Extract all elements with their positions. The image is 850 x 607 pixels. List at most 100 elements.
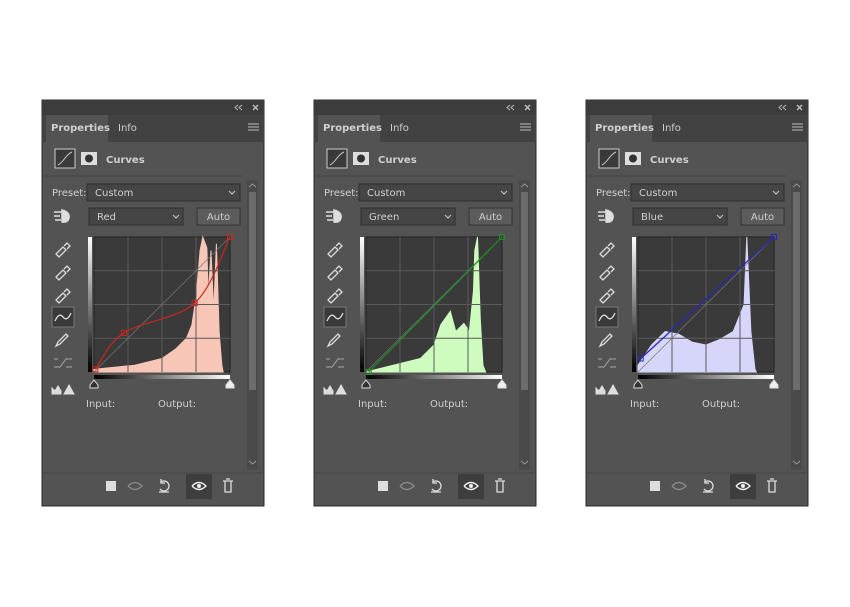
white-slider[interactable] bbox=[769, 379, 779, 389]
scroll-down[interactable] bbox=[792, 460, 801, 465]
view-previous-icon[interactable] bbox=[127, 481, 143, 491]
preset-label: Preset: bbox=[324, 188, 359, 199]
eyedropper-icon[interactable] bbox=[599, 242, 615, 258]
collapse-icon[interactable] bbox=[506, 104, 515, 111]
tab-properties[interactable]: Properties bbox=[51, 123, 110, 134]
delete-icon[interactable] bbox=[223, 478, 233, 493]
curves-icon-line bbox=[57, 151, 73, 166]
visibility-pupil bbox=[469, 484, 473, 488]
collapse-icon[interactable] bbox=[778, 104, 787, 111]
preset-dropdown[interactable] bbox=[86, 183, 241, 202]
eyedropper-icon[interactable] bbox=[599, 288, 615, 304]
control-point[interactable] bbox=[771, 234, 777, 240]
chevron bbox=[228, 190, 236, 195]
output-label: Output: bbox=[158, 399, 196, 410]
hand-icon[interactable] bbox=[598, 209, 614, 223]
view-previous-icon[interactable] bbox=[671, 481, 687, 491]
scroll-thumb[interactable] bbox=[793, 192, 800, 390]
delete-icon[interactable] bbox=[767, 478, 777, 493]
black-slider[interactable] bbox=[361, 379, 371, 389]
input-gradient bbox=[638, 375, 774, 379]
clip-icon[interactable] bbox=[51, 383, 75, 395]
channel-value: Blue bbox=[641, 212, 663, 223]
panel-title: Curves bbox=[106, 155, 145, 166]
visibility-icon bbox=[191, 481, 207, 491]
channel-dropdown[interactable] bbox=[360, 207, 456, 226]
eyedropper-icon[interactable] bbox=[55, 265, 71, 281]
tab-properties[interactable]: Properties bbox=[323, 123, 382, 134]
preset-label: Preset: bbox=[596, 188, 631, 199]
clip-layer-icon[interactable] bbox=[650, 481, 660, 491]
delete-icon[interactable] bbox=[495, 478, 505, 493]
chevron bbox=[172, 214, 180, 219]
smooth-icon[interactable] bbox=[54, 358, 72, 368]
reset-icon[interactable] bbox=[431, 479, 442, 493]
hand-icon[interactable] bbox=[326, 209, 342, 223]
collapse-icon[interactable] bbox=[234, 104, 243, 111]
white-slider[interactable] bbox=[225, 379, 235, 389]
black-slider[interactable] bbox=[89, 379, 99, 389]
curve-tool-icon bbox=[326, 312, 344, 322]
close-icon[interactable] bbox=[796, 104, 803, 111]
tab-info[interactable]: Info bbox=[118, 123, 137, 134]
preset-label: Preset: bbox=[52, 188, 87, 199]
input-gradient bbox=[366, 375, 502, 379]
preset-dropdown[interactable] bbox=[630, 183, 785, 202]
scroll-down[interactable] bbox=[248, 460, 257, 465]
view-previous-icon[interactable] bbox=[399, 481, 415, 491]
scroll-thumb[interactable] bbox=[249, 192, 256, 390]
control-point[interactable] bbox=[499, 234, 505, 240]
mask-icon-dot bbox=[85, 154, 93, 163]
pencil-icon[interactable] bbox=[598, 333, 613, 348]
eyedropper-icon[interactable] bbox=[327, 288, 343, 304]
clip-icon[interactable] bbox=[595, 383, 619, 395]
pencil-icon[interactable] bbox=[326, 333, 341, 348]
control-point[interactable] bbox=[92, 366, 99, 373]
tab-active[interactable] bbox=[318, 115, 380, 142]
eyedropper-icon[interactable] bbox=[599, 265, 615, 281]
scroll-thumb[interactable] bbox=[521, 192, 528, 390]
tab-properties[interactable]: Properties bbox=[595, 123, 654, 134]
pencil-icon[interactable] bbox=[54, 333, 69, 348]
auto-button[interactable] bbox=[196, 207, 241, 226]
output-gradient bbox=[632, 237, 636, 372]
clip-layer-icon[interactable] bbox=[378, 481, 388, 491]
black-slider[interactable] bbox=[633, 379, 643, 389]
tab-info[interactable]: Info bbox=[662, 123, 681, 134]
clip-icon[interactable] bbox=[323, 383, 347, 395]
control-point[interactable] bbox=[227, 234, 233, 240]
hand-icon[interactable] bbox=[54, 209, 70, 223]
scroll-up[interactable] bbox=[248, 183, 257, 188]
smooth-icon[interactable] bbox=[326, 358, 344, 368]
mask-icon-dot bbox=[629, 154, 637, 163]
eyedropper-icon[interactable] bbox=[327, 265, 343, 281]
white-slider[interactable] bbox=[497, 379, 507, 389]
eyedropper-icon[interactable] bbox=[55, 242, 71, 258]
channel-dropdown[interactable] bbox=[632, 207, 728, 226]
preset-dropdown[interactable] bbox=[358, 183, 513, 202]
scroll-up[interactable] bbox=[792, 183, 801, 188]
auto-button[interactable] bbox=[740, 207, 785, 226]
scroll-up[interactable] bbox=[520, 183, 529, 188]
channel-dropdown[interactable] bbox=[88, 207, 184, 226]
tab-info[interactable]: Info bbox=[390, 123, 409, 134]
control-point[interactable] bbox=[120, 329, 127, 336]
auto-label: Auto bbox=[207, 212, 230, 223]
control-point[interactable] bbox=[365, 369, 372, 375]
close-icon[interactable] bbox=[252, 104, 259, 111]
reset-icon[interactable] bbox=[703, 479, 714, 493]
control-point[interactable] bbox=[637, 355, 644, 362]
scroll-down[interactable] bbox=[520, 460, 529, 465]
control-point[interactable] bbox=[191, 300, 198, 307]
tab-active[interactable] bbox=[46, 115, 108, 142]
tab-active[interactable] bbox=[590, 115, 652, 142]
clip-layer-icon[interactable] bbox=[106, 481, 116, 491]
smooth-icon[interactable] bbox=[598, 358, 616, 368]
close-icon[interactable] bbox=[524, 104, 531, 111]
eyedropper-icon[interactable] bbox=[55, 288, 71, 304]
eyedropper-icon[interactable] bbox=[327, 242, 343, 258]
auto-button[interactable] bbox=[468, 207, 513, 226]
reset-icon[interactable] bbox=[159, 479, 170, 493]
